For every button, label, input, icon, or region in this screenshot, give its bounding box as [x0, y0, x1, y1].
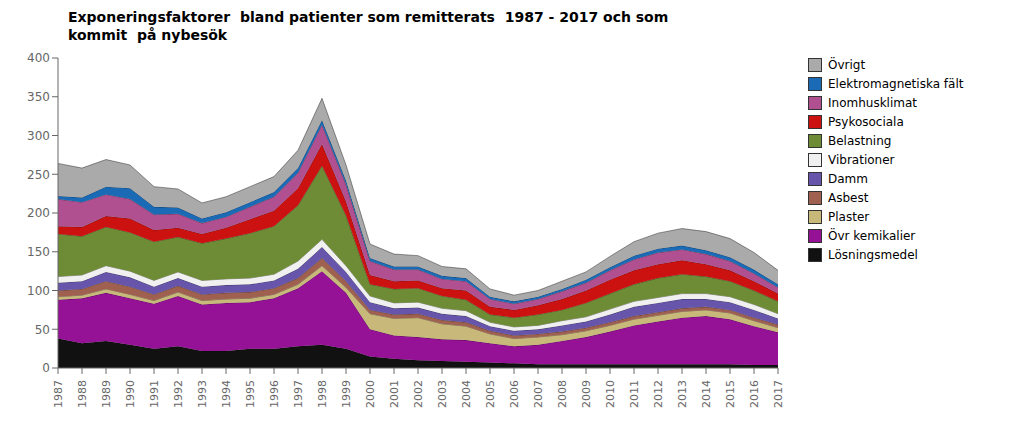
html-text:kommit på nybesök: kommit på nybesök — [68, 27, 228, 43]
svg-text:2004: 2004 — [460, 380, 473, 408]
svg-text:50: 50 — [35, 323, 50, 337]
svg-text:150: 150 — [27, 245, 50, 259]
svg-text:2000: 2000 — [364, 380, 377, 408]
html-text:Plaster: Plaster — [828, 210, 870, 224]
html-text:Damm: Damm — [828, 172, 868, 186]
svg-text:400: 400 — [27, 51, 50, 65]
html-text:Övrigt: Övrigt — [828, 58, 866, 72]
html-text:Psykosociala: Psykosociala — [828, 115, 904, 129]
svg-text:2017: 2017 — [772, 380, 785, 408]
svg-text:2007: 2007 — [532, 380, 545, 408]
svg-text:2008: 2008 — [556, 380, 569, 408]
html-text:Inomhusklimat: Inomhusklimat — [828, 96, 917, 110]
svg-text:1992: 1992 — [172, 380, 185, 408]
svg-text:350: 350 — [27, 90, 50, 104]
svg-text:1994: 1994 — [220, 380, 233, 408]
svg-text:2005: 2005 — [484, 380, 497, 408]
svg-text:2006: 2006 — [508, 380, 521, 408]
svg-text:200: 200 — [27, 206, 50, 220]
svg-text:1993: 1993 — [196, 380, 209, 408]
svg-text:300: 300 — [27, 129, 50, 143]
svg-text:1996: 1996 — [268, 380, 281, 408]
svg-text:2010: 2010 — [604, 380, 617, 408]
svg-text:2015: 2015 — [724, 380, 737, 408]
svg-text:2009: 2009 — [580, 380, 593, 408]
html-text:Belastning: Belastning — [828, 134, 892, 148]
svg-text:1997: 1997 — [292, 380, 305, 408]
svg-text:250: 250 — [27, 168, 50, 182]
svg-text:2014: 2014 — [700, 380, 713, 408]
svg-text:2011: 2011 — [628, 380, 641, 408]
svg-text:2016: 2016 — [748, 380, 761, 408]
html-text:Övr kemikalier: Övr kemikalier — [828, 229, 916, 243]
svg-text:2013: 2013 — [676, 380, 689, 408]
html-text:Asbest: Asbest — [828, 191, 869, 205]
svg-text:1988: 1988 — [76, 380, 89, 408]
html-text:Lösningsmedel: Lösningsmedel — [828, 248, 918, 262]
svg-text:1991: 1991 — [148, 380, 161, 408]
svg-text:2012: 2012 — [652, 380, 665, 408]
svg-text:2001: 2001 — [388, 380, 401, 408]
svg-text:1990: 1990 — [124, 380, 137, 408]
html-text:Vibrationer: Vibrationer — [828, 153, 895, 167]
html-text:Exponeringsfaktorer bland pati: Exponeringsfaktorer bland patienter som … — [68, 9, 669, 25]
svg-text:2003: 2003 — [436, 380, 449, 408]
svg-text:1989: 1989 — [100, 380, 113, 408]
svg-text:100: 100 — [27, 284, 50, 298]
svg-text:0: 0 — [42, 361, 50, 375]
svg-text:1995: 1995 — [244, 380, 257, 408]
html-text:Elektromagnetiska fält: Elektromagnetiska fält — [828, 77, 964, 91]
svg-text:1999: 1999 — [340, 380, 353, 408]
svg-text:2002: 2002 — [412, 380, 425, 408]
svg-text:1987: 1987 — [52, 380, 65, 408]
svg-text:1998: 1998 — [316, 380, 329, 408]
